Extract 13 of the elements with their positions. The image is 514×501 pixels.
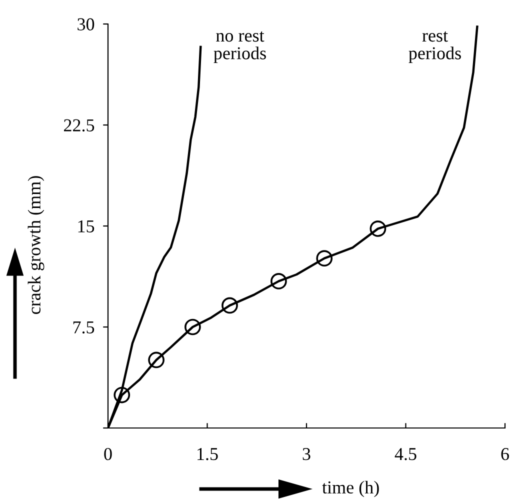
- y-axis-title: crack growth (mm): [28, 176, 44, 314]
- y-tick-label: 7.5: [73, 321, 94, 334]
- y-tick-label: 15: [78, 220, 94, 232]
- x-tick-label: 3: [302, 448, 310, 460]
- y-tick-label: 30: [78, 18, 94, 30]
- x-axis-title: time (h): [322, 480, 379, 498]
- x-tick-label: 1.5: [198, 448, 218, 460]
- x-tick-label: 0: [104, 448, 112, 460]
- annotation: rest periods: [408, 31, 461, 63]
- x-tick-label: 6: [501, 448, 509, 460]
- x-tick-label: 4.5: [394, 448, 416, 460]
- annotation: no rest periods: [214, 31, 266, 63]
- y-tick-label: 22.5: [64, 119, 94, 132]
